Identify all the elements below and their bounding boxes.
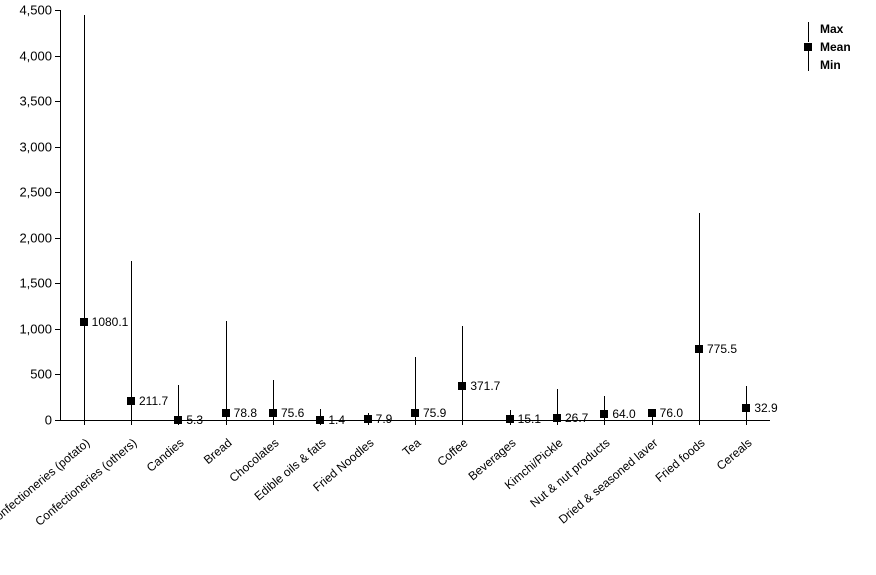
y-tick-mark [55, 329, 60, 330]
y-tick-mark [55, 283, 60, 284]
range-line [226, 321, 227, 420]
y-tick-mark [55, 10, 60, 11]
y-tick-mark [55, 238, 60, 239]
y-axis-line [60, 10, 61, 420]
mean-marker [80, 318, 88, 326]
y-tick-label: 2,500 [2, 185, 52, 200]
range-line [462, 326, 463, 420]
y-tick-label: 4,000 [2, 48, 52, 63]
mean-marker [127, 397, 135, 405]
mean-value-label: 211.7 [139, 394, 168, 408]
mean-value-label: 26.7 [565, 411, 588, 425]
x-tick-mark [368, 420, 369, 425]
mean-marker [600, 410, 608, 418]
y-tick-label: 1,500 [2, 276, 52, 291]
mean-value-label: 1.4 [328, 413, 345, 427]
x-tick-mark [462, 420, 463, 425]
mean-value-label: 7.9 [376, 412, 393, 426]
legend-item-mean: Mean [798, 38, 851, 56]
mean-marker [458, 382, 466, 390]
range-line [699, 213, 700, 420]
y-tick-mark [55, 56, 60, 57]
y-tick-mark [55, 101, 60, 102]
mean-value-label: 64.0 [612, 407, 635, 421]
mean-value-label: 75.9 [423, 406, 446, 420]
mean-value-label: 1080.1 [92, 315, 129, 329]
x-tick-mark [273, 420, 274, 425]
x-tick-mark [320, 420, 321, 425]
legend-item-min: Min [798, 56, 851, 74]
x-tick-mark [699, 420, 700, 425]
mean-value-label: 32.9 [754, 401, 777, 415]
x-tick-mark [84, 420, 85, 425]
mean-marker [742, 404, 750, 412]
mean-value-label: 15.1 [518, 412, 541, 426]
y-tick-label: 2,000 [2, 230, 52, 245]
y-tick-label: 500 [2, 367, 52, 382]
legend-label-min: Min [820, 58, 841, 72]
x-tick-mark [746, 420, 747, 425]
y-tick-mark [55, 147, 60, 148]
mean-value-label: 371.7 [470, 379, 500, 393]
legend: Max Mean Min [798, 20, 851, 74]
y-tick-label: 3,000 [2, 139, 52, 154]
x-tick-mark [178, 420, 179, 425]
mean-value-label: 78.8 [234, 406, 257, 420]
y-tick-mark [55, 420, 60, 421]
mean-value-label: 75.6 [281, 406, 304, 420]
mean-marker [648, 409, 656, 417]
y-tick-label: 1,000 [2, 321, 52, 336]
y-tick-label: 3,500 [2, 94, 52, 109]
x-tick-mark [557, 420, 558, 425]
x-tick-mark [415, 420, 416, 425]
y-tick-label: 4,500 [2, 3, 52, 18]
mean-value-label: 5.3 [186, 413, 203, 427]
legend-label-mean: Mean [820, 40, 851, 54]
range-line [84, 15, 85, 420]
legend-item-max: Max [798, 20, 851, 38]
x-tick-mark [131, 420, 132, 425]
x-tick-mark [510, 420, 511, 425]
mean-marker [695, 345, 703, 353]
legend-label-max: Max [820, 22, 843, 36]
mean-marker [411, 409, 419, 417]
mean-value-label: 76.0 [660, 406, 683, 420]
mean-marker [269, 409, 277, 417]
x-tick-mark [604, 420, 605, 425]
x-tick-mark [226, 420, 227, 425]
range-chart: 0 500 1,000 1,500 2,000 2,500 3,000 3,500 4,000 4… [0, 0, 876, 548]
mean-marker [222, 409, 230, 417]
y-tick-label: 0 [2, 413, 52, 428]
mean-value-label: 775.5 [707, 342, 737, 356]
x-tick-mark [652, 420, 653, 425]
y-tick-mark [55, 192, 60, 193]
y-tick-mark [55, 374, 60, 375]
